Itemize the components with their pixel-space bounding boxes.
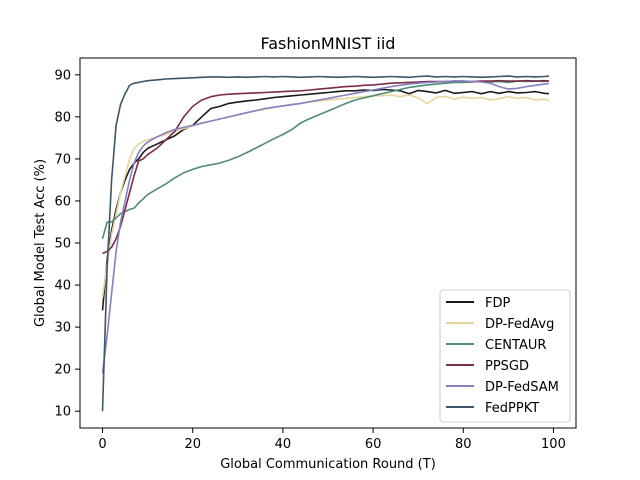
y-axis: 10 20 30 40 50 60 70 80 90 (54, 68, 80, 420)
x-axis-title: Global Communication Round (T) (220, 457, 436, 472)
series-group (101, 75, 550, 412)
x-tick-label: 20 (184, 437, 201, 452)
series-line-fdp (101, 88, 549, 311)
y-tick-label: 10 (54, 405, 71, 420)
legend: FDP DP-FedAvg CENTAUR PPSGD DP-FedSAM FedPPKT (439, 289, 571, 423)
x-tick-label: 0 (98, 437, 106, 452)
x-axis: 0 20 40 60 80 100 (98, 428, 566, 452)
x-tick-label: 40 (275, 437, 292, 452)
y-tick-label: 80 (54, 110, 71, 125)
y-tick-label: 60 (54, 194, 71, 209)
y-tick-label: 90 (54, 68, 71, 83)
legend-label: CENTAUR (485, 338, 546, 353)
plot-area (79, 57, 577, 429)
series-line-fedppkt (101, 75, 549, 412)
legend-label: FDP (485, 296, 510, 311)
y-tick-label: 30 (54, 321, 71, 336)
legend-label: FedPPKT (485, 401, 539, 416)
legend-label: PPSGD (485, 359, 529, 374)
series-line-dp-fedsam (101, 80, 549, 374)
y-tick-label: 50 (54, 237, 71, 252)
legend-label: DP-FedAvg (485, 317, 554, 332)
legend-label: DP-FedSAM (485, 380, 559, 395)
y-tick-label: 20 (54, 363, 71, 378)
y-axis-title: Global Model Test Acc (%) (33, 159, 48, 327)
x-tick-label: 60 (365, 437, 382, 452)
y-tick-label: 40 (54, 279, 71, 294)
y-tick-label: 70 (54, 152, 71, 167)
x-tick-label: 80 (455, 437, 472, 452)
chart-title: FashionMNIST iid (261, 34, 396, 53)
x-tick-label: 100 (541, 437, 566, 452)
